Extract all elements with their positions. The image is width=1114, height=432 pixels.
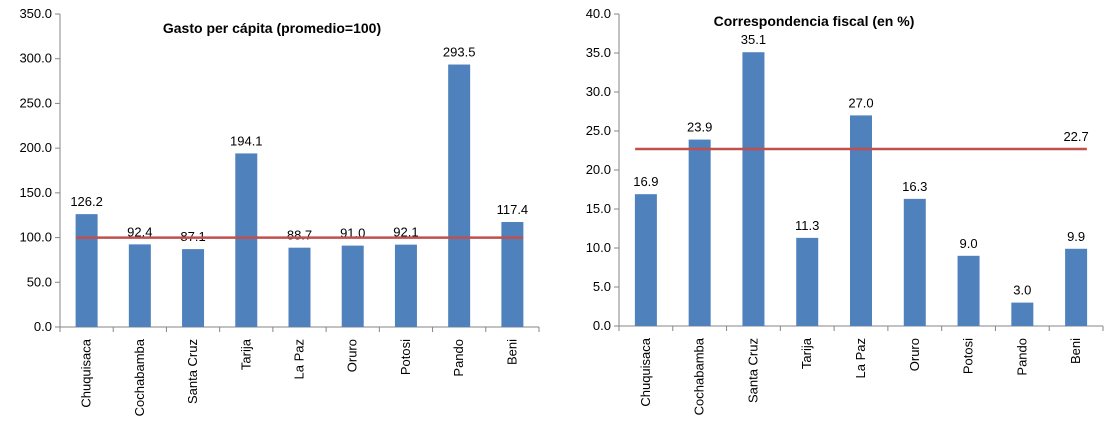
y-tick-label: 0.0 xyxy=(593,318,611,333)
y-tick-label: 100.0 xyxy=(19,230,52,245)
data-label: 92.4 xyxy=(127,224,152,239)
category-label: La Paz xyxy=(292,339,307,379)
bar-oruro xyxy=(341,245,364,327)
category-label: Chuquisaca xyxy=(638,337,653,406)
data-label: 126.2 xyxy=(70,194,103,209)
category-label: La Paz xyxy=(853,338,868,378)
y-tick-label: 200.0 xyxy=(19,140,52,155)
bar-tarija xyxy=(235,153,258,327)
bar-potosi xyxy=(957,255,980,326)
chart-title: Correspondencia fiscal (en %) xyxy=(714,13,915,29)
data-label: 9.9 xyxy=(1067,229,1085,244)
data-label: 9.0 xyxy=(960,236,978,251)
bar-cochabamba xyxy=(128,244,151,327)
data-label: 16.3 xyxy=(902,179,927,194)
category-label: Beni xyxy=(504,339,519,365)
category-label: Oruro xyxy=(907,338,922,371)
data-label: 27.0 xyxy=(848,95,873,110)
category-label: Beni xyxy=(1068,338,1083,364)
y-tick-label: 350.0 xyxy=(19,6,52,21)
chart-correspondencia-fiscal: 0.0 5.0 10.0 15.0 20.0 25.0 30.0 35.0 40.0 16.9 Ch… xyxy=(586,6,1104,415)
chart-gasto-per-capita: 0.0 50.0 100.0 150.0 200.0 250.0 300.0 350.0 126… xyxy=(19,6,540,416)
bar-beni xyxy=(1065,248,1088,326)
category-label: Chuquisaca xyxy=(79,338,94,407)
category-label: Santa Cruz xyxy=(185,339,200,404)
bar-beni xyxy=(501,222,524,327)
reference-line-label: 22.7 xyxy=(1063,129,1088,144)
y-tick-label: 20.0 xyxy=(586,162,611,177)
chart-title: Gasto per cápita (promedio=100) xyxy=(163,20,381,36)
y-tick-label: 250.0 xyxy=(19,95,52,110)
bar-oruro xyxy=(903,198,926,326)
y-tick-label: 15.0 xyxy=(586,201,611,216)
bar-pando xyxy=(1011,302,1034,326)
bar-santa-cruz xyxy=(182,249,205,327)
y-tick-label: 50.0 xyxy=(27,274,52,289)
bar-la-paz xyxy=(288,247,311,327)
y-tick-label: 5.0 xyxy=(593,279,611,294)
y-tick-label: 0.0 xyxy=(34,319,52,334)
bar-cochabamba xyxy=(688,139,711,326)
y-tick-label: 10.0 xyxy=(586,240,611,255)
y-tick-label: 150.0 xyxy=(19,185,52,200)
y-tick-label: 40.0 xyxy=(586,6,611,21)
category-label: Tarija xyxy=(238,338,253,370)
bar-tarija xyxy=(796,237,819,326)
data-label: 92.1 xyxy=(393,225,418,240)
data-label: 35.1 xyxy=(741,32,766,47)
data-label: 293.5 xyxy=(443,45,476,60)
data-label: 11.3 xyxy=(795,218,819,233)
bar-santa-cruz xyxy=(742,52,765,326)
y-tick-label: 300.0 xyxy=(19,51,52,66)
category-label: Pando xyxy=(451,339,466,377)
y-tick-label: 25.0 xyxy=(586,123,611,138)
category-label: Cochabamba xyxy=(132,338,147,416)
data-label: 88.7 xyxy=(287,228,312,243)
category-label: Potosi xyxy=(961,338,976,374)
bar-chuquisaca xyxy=(634,194,657,326)
data-label: 117.4 xyxy=(497,202,529,217)
category-label: Santa Cruz xyxy=(745,338,760,403)
y-tick-label: 35.0 xyxy=(586,45,611,60)
bar-la-paz xyxy=(850,115,872,327)
category-label: Cochabamba xyxy=(692,337,707,415)
bar-chuquisaca xyxy=(75,214,98,327)
y-tick-label: 30.0 xyxy=(586,84,611,99)
data-label: 3.0 xyxy=(1013,283,1031,298)
category-label: Pando xyxy=(1014,338,1029,376)
data-label: 23.9 xyxy=(687,120,712,135)
data-label: 194.1 xyxy=(230,133,263,148)
category-label: Potosi xyxy=(398,339,413,375)
data-label: 16.9 xyxy=(633,174,658,189)
category-label: Tarija xyxy=(799,337,814,369)
category-label: Oruro xyxy=(345,339,360,372)
bar-potosi xyxy=(394,244,417,327)
bar-pando xyxy=(448,64,471,327)
